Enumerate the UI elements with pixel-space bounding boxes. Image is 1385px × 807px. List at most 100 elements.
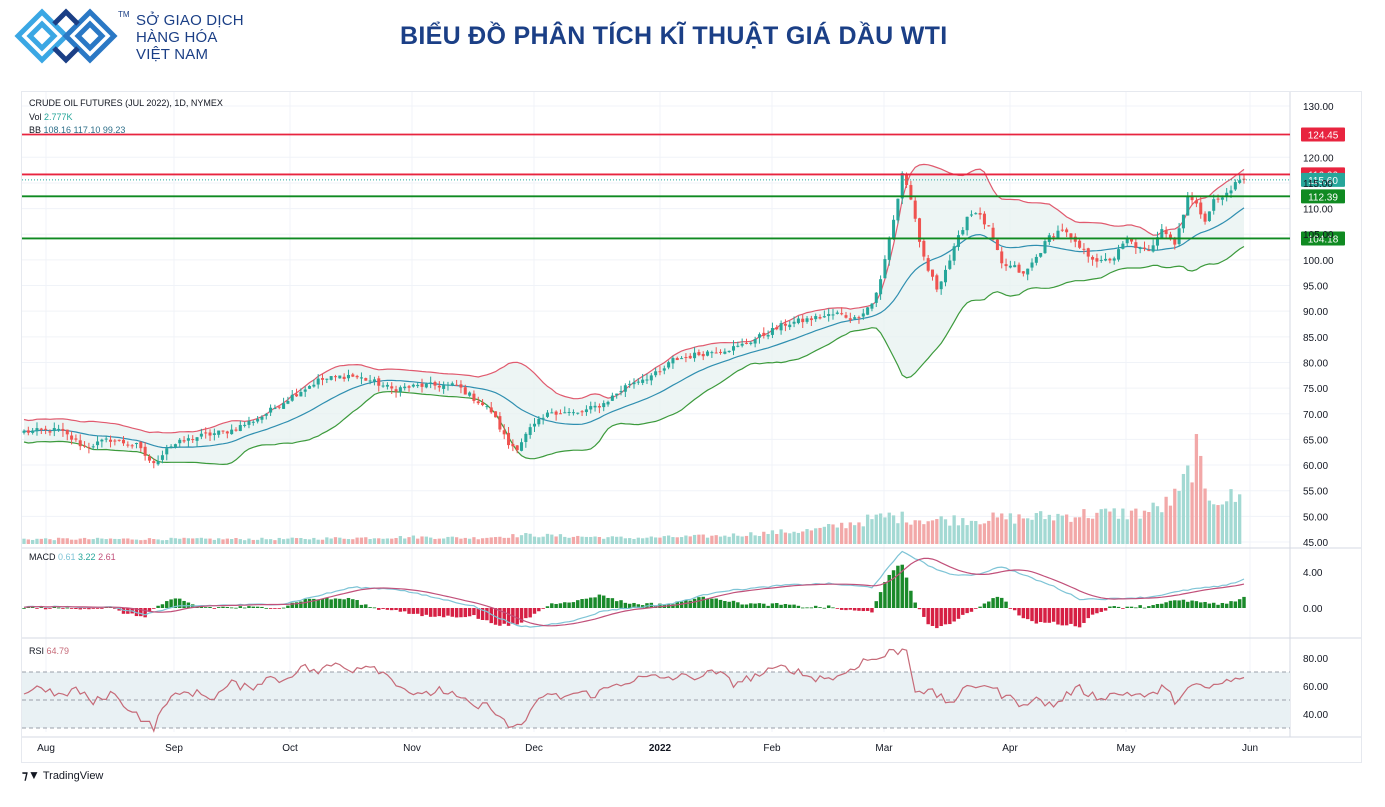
macd-histogram-bar (165, 601, 169, 608)
macd-histogram-bar (1038, 608, 1043, 623)
price-tick-label: 50.00 (1303, 512, 1328, 523)
macd-histogram-bar (991, 598, 995, 608)
last-price-label-bg (1301, 172, 1345, 187)
macd-histogram-bar (1056, 608, 1060, 625)
macd-histogram-bar (861, 608, 866, 612)
price-tick-label: 110.00 (1303, 205, 1333, 216)
macd-histogram-bar (891, 570, 896, 608)
candle-body (1151, 245, 1155, 252)
volume-bar (974, 521, 978, 544)
volume-bar (87, 539, 91, 544)
macd-tick-label: 0.00 (1303, 604, 1323, 615)
candle-body (1013, 265, 1017, 268)
candle-body (563, 412, 567, 414)
candle-body (78, 440, 82, 447)
volume-bar (1108, 511, 1112, 544)
macd-histogram-bar (593, 597, 597, 608)
candle-body (52, 428, 56, 432)
candle-body (775, 327, 779, 330)
candle-body (282, 403, 286, 409)
candle-body (1082, 248, 1086, 250)
candle-body (905, 174, 909, 185)
candle-body (753, 339, 757, 344)
volume-bar (727, 536, 731, 544)
candle-body (701, 353, 705, 357)
candle-body (550, 412, 554, 414)
volume-bar (658, 537, 662, 544)
price-tick-label: 70.00 (1303, 410, 1328, 421)
macd-histogram-bar (913, 602, 917, 608)
candle-body (1225, 192, 1229, 197)
macd-histogram-bar (441, 608, 446, 618)
macd-histogram-bar (619, 600, 623, 608)
price-tick-label: 105.00 (1303, 230, 1334, 241)
candle-body (377, 378, 381, 386)
macd-histogram-bar (251, 606, 256, 608)
macd-histogram-bar (519, 608, 524, 623)
volume-bar (312, 537, 316, 544)
macd-histogram-bar (307, 598, 312, 608)
candle-body (597, 405, 601, 408)
candle-body (221, 430, 225, 432)
macd-histogram-bar (718, 599, 723, 608)
macd-histogram-bar (705, 599, 710, 608)
volume-bar (991, 512, 995, 544)
volume-bar (498, 536, 502, 544)
volume-bar (403, 538, 407, 544)
volume-bar (679, 537, 684, 544)
volume-bar (571, 536, 576, 544)
volume-bar (692, 534, 697, 544)
price-tick-label: 65.00 (1303, 435, 1328, 446)
macd-histogram-bar (1000, 597, 1004, 608)
rsi-legend: RSI 64.79 (29, 646, 69, 656)
candle-body (359, 377, 363, 379)
candle-body (1155, 237, 1159, 246)
macd-histogram-bar (857, 608, 861, 611)
candle-body (277, 406, 281, 408)
macd-histogram-bar (1051, 608, 1056, 622)
candle-body (325, 378, 329, 380)
volume-bar (420, 536, 424, 544)
candle-body (593, 405, 597, 408)
volume-bar (281, 539, 286, 544)
volume-bar (433, 538, 437, 544)
candle-body (1164, 230, 1168, 235)
volume-bar (1134, 508, 1138, 544)
volume-bar (891, 515, 896, 544)
macd-histogram-bar (1129, 606, 1134, 608)
candle-body (139, 441, 143, 449)
candle-body (532, 423, 537, 427)
candle-body (273, 407, 277, 409)
candle-body (589, 406, 593, 410)
macd-histogram-bar (359, 604, 364, 608)
candle-body (251, 421, 255, 423)
macd-histogram-bar (69, 608, 74, 609)
candle-body (602, 403, 606, 408)
candle-body (1125, 238, 1129, 244)
candle-body (706, 351, 710, 356)
macd-histogram-bar (139, 608, 143, 617)
macd-histogram-bar (1181, 599, 1186, 608)
macd-histogram-bar (636, 604, 641, 608)
level-label-bg (1301, 127, 1345, 142)
candle-body (1220, 197, 1224, 200)
volume-bar (143, 539, 147, 544)
macd-histogram-bar (1142, 607, 1147, 609)
macd-histogram-bar (281, 607, 286, 609)
time-tick-label: Sep (165, 743, 183, 754)
macd-histogram-bar (839, 608, 844, 610)
volume-bar (130, 539, 134, 544)
candle-body (1112, 258, 1116, 261)
candle-body (156, 461, 160, 465)
candle-body (459, 384, 463, 388)
volume-bar (1168, 505, 1173, 544)
macd-histogram-bar (792, 604, 796, 608)
candle-body (256, 419, 260, 422)
rsi-tick-label: 40.00 (1303, 710, 1328, 721)
volume-bar (238, 539, 242, 544)
macd-histogram-bar (584, 598, 589, 608)
macd-histogram-bar (74, 608, 78, 609)
macd-histogram-bar (273, 608, 277, 609)
